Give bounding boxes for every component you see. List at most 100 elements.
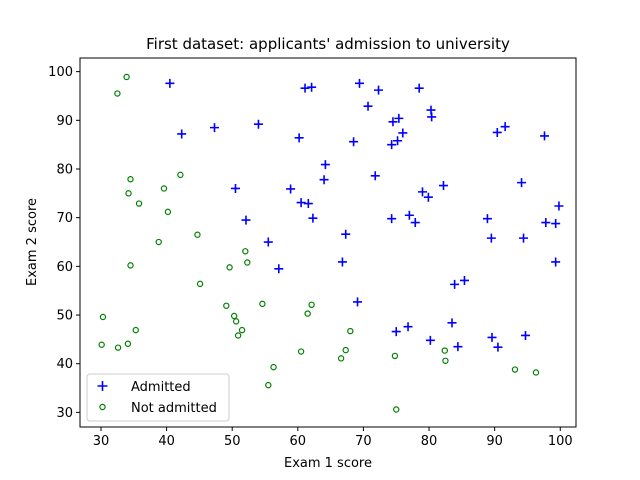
not-admitted-point [304, 310, 311, 317]
not-admitted-point [532, 369, 540, 376]
admitted-point [253, 119, 263, 129]
admitted-point [363, 101, 373, 111]
admitted-point [286, 184, 296, 194]
not-admitted-point [238, 326, 246, 334]
not-admitted-point [194, 231, 201, 238]
not-admitted-point [259, 300, 266, 308]
not-admitted-point [234, 332, 242, 339]
admitted-point [520, 330, 530, 340]
not-admitted-point [114, 90, 121, 97]
not-admitted-point [347, 327, 354, 335]
admitted-point [492, 127, 502, 137]
not-admitted-point [223, 302, 230, 309]
admitted-point [209, 123, 219, 133]
not-admitted-point [164, 208, 172, 216]
not-admitted-point [99, 313, 107, 321]
admitted-point [241, 215, 251, 225]
not-admitted-point [160, 185, 168, 192]
chart-title: First dataset: applicants' admission to … [146, 35, 510, 53]
admitted-point [337, 257, 347, 267]
y-axis: 30 40 50 60 70 80 90 100 [48, 65, 80, 421]
admitted-point [425, 335, 435, 345]
y-tick-label: 50 [56, 309, 73, 324]
admitted-point [370, 171, 380, 181]
admitted-point [308, 213, 318, 223]
admitted-point [393, 136, 403, 146]
not-admitted-point [337, 355, 345, 362]
admitted-point [438, 181, 448, 191]
admitted-point [453, 342, 463, 352]
not-admitted-point [393, 406, 400, 413]
admitted-point [263, 237, 273, 247]
not-admitted-point [297, 348, 305, 355]
admitted-point [341, 229, 351, 239]
plot-area [98, 73, 564, 413]
admitted-point [394, 113, 404, 123]
admitted-point [447, 318, 457, 328]
y-tick-label: 90 [56, 114, 73, 129]
admitted-point [414, 83, 424, 93]
plot-frame [79, 57, 577, 428]
admitted-point [551, 257, 561, 267]
admitted-point [391, 327, 401, 337]
admitted-point [296, 198, 306, 208]
admitted-point [300, 83, 310, 93]
admitted-point [551, 219, 561, 229]
y-tick-label: 60 [56, 260, 73, 275]
admitted-point [410, 218, 420, 228]
not-admitted-point [177, 171, 184, 179]
not-admitted-point [270, 363, 277, 371]
not-admitted-point [342, 346, 349, 354]
x-tick-label: 100 [548, 434, 573, 449]
admitted-point [519, 233, 529, 243]
admitted-point [482, 214, 492, 224]
admitted-point [177, 129, 187, 139]
legend-box [86, 373, 230, 422]
admitted-point [540, 131, 550, 141]
admitted-point [398, 128, 408, 138]
legend: Admitted Not admitted [86, 373, 230, 422]
admitted-point [320, 160, 330, 170]
admitted-point [349, 137, 359, 147]
legend-label-not-admitted: Not admitted [131, 401, 217, 416]
admitted-point [230, 183, 240, 193]
series-not-admitted [98, 73, 540, 413]
not-admitted-point [196, 280, 204, 288]
admitted-point [541, 218, 551, 228]
admitted-point [294, 133, 304, 143]
admitted-point [353, 297, 363, 307]
not-admitted-point [230, 312, 238, 320]
admitted-point [374, 85, 384, 95]
y-tick-label: 30 [56, 406, 73, 421]
not-admitted-point [511, 366, 519, 373]
series-admitted [165, 78, 564, 352]
y-tick-label: 70 [56, 211, 73, 226]
not-admitted-point [98, 341, 105, 348]
admitted-point [274, 264, 284, 274]
not-admitted-point [127, 262, 134, 269]
admitted-point [500, 122, 510, 132]
x-tick-label: 70 [355, 434, 372, 449]
not-admitted-point [265, 381, 272, 389]
not-admitted-point [308, 301, 315, 309]
not-admitted-point [226, 264, 233, 271]
admitted-point [307, 82, 317, 92]
admitted-point [303, 199, 313, 209]
not-admitted-point [391, 352, 399, 360]
x-axis: 30 40 50 60 70 80 90 100 [93, 427, 573, 449]
admitted-point [517, 178, 527, 188]
x-tick-label: 50 [224, 434, 241, 449]
admitted-point [554, 201, 564, 211]
admitted-point [403, 322, 413, 332]
not-admitted-point [127, 176, 134, 183]
not-admitted-point [135, 200, 143, 207]
y-tick-label: 100 [48, 65, 73, 80]
admitted-point [487, 332, 497, 342]
admitted-point [493, 342, 503, 352]
not-admitted-point [242, 248, 249, 255]
not-admitted-point [125, 190, 132, 197]
not-admitted-point [123, 73, 130, 81]
circle-marker-icon [99, 403, 106, 411]
x-tick-label: 80 [421, 434, 438, 449]
